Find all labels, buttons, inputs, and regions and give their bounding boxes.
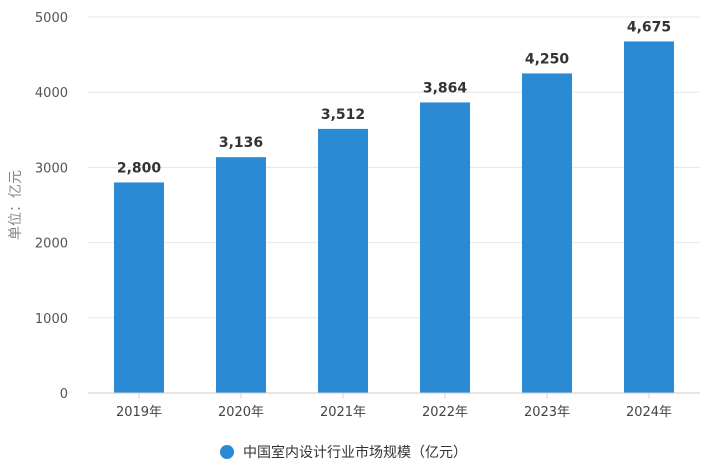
data-label: 3,864 <box>423 80 468 96</box>
data-label: 3,512 <box>321 107 365 123</box>
data-label: 4,675 <box>627 19 671 35</box>
bar <box>624 41 674 393</box>
y-tick-label: 4000 <box>35 86 68 101</box>
bar <box>114 182 164 393</box>
data-labels: 2,800 3,136 3,512 3,864 4,250 4,675 <box>117 19 671 176</box>
bars <box>114 41 674 394</box>
x-tick-label: 2024年 <box>626 405 672 420</box>
data-label: 4,250 <box>525 51 570 67</box>
x-tick-label: 2020年 <box>218 405 264 420</box>
y-tick-label: 1000 <box>35 312 68 327</box>
legend-label: 中国室内设计行业市场规模（亿元） <box>243 444 467 461</box>
bar <box>522 73 572 394</box>
bar <box>318 128 368 394</box>
y-tick-label: 5000 <box>35 11 68 26</box>
legend: 中国室内设计行业市场规模（亿元） <box>220 444 467 461</box>
y-tick-label: 2000 <box>35 237 68 252</box>
legend-marker <box>220 445 234 459</box>
grid-lines <box>88 16 700 319</box>
y-tick-label: 0 <box>60 387 68 402</box>
bar <box>216 157 266 393</box>
y-axis-ticks: 0 1000 2000 3000 4000 5000 <box>35 11 68 402</box>
x-tick-label: 2019年 <box>116 405 162 420</box>
x-tick-label: 2021年 <box>320 405 366 420</box>
x-axis-ticks: 2019年 2020年 2021年 2022年 2023年 2024年 <box>116 393 672 420</box>
x-tick-label: 2023年 <box>524 405 570 420</box>
y-axis-label: 单位：亿元 <box>8 170 24 240</box>
data-label: 2,800 <box>117 160 162 176</box>
bar <box>420 102 470 394</box>
x-tick-label: 2022年 <box>422 405 468 420</box>
data-label: 3,136 <box>219 135 263 151</box>
y-tick-label: 3000 <box>35 161 68 176</box>
